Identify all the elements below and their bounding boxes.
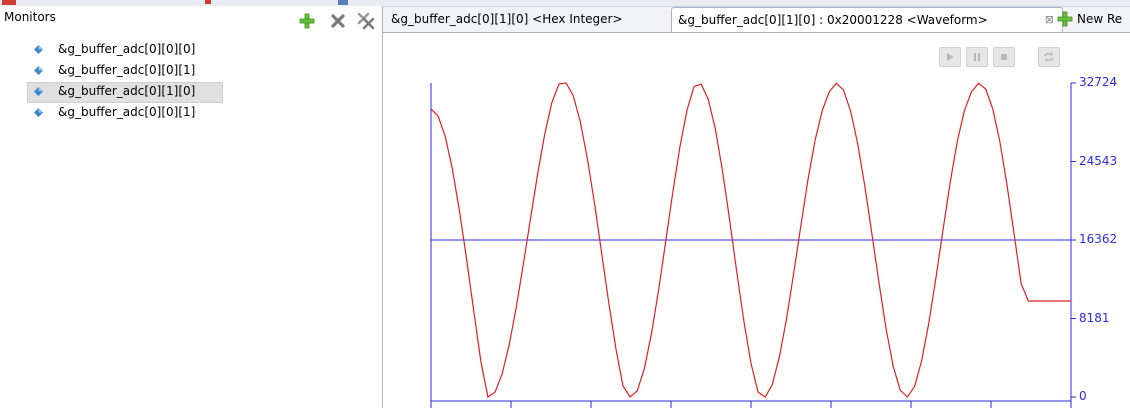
monitor-item[interactable]: &g_buffer_adc[0][0][0]: [0, 39, 382, 60]
y-tick-label: 24543: [1079, 153, 1118, 168]
monitor-diamond-icon: [34, 108, 43, 117]
add-icon: [299, 13, 315, 29]
stop-button[interactable]: [993, 47, 1015, 67]
y-tick-label: 32724: [1079, 75, 1118, 89]
tab-label: &g_buffer_adc[0][1][0] : 0x20001228 <Wav…: [678, 13, 988, 27]
stop-icon: [1001, 54, 1007, 60]
monitor-diamond-icon: [34, 66, 43, 75]
tab-label: &g_buffer_adc[0][1][0] <Hex Integer>: [391, 12, 623, 26]
close-tab-icon[interactable]: ⊠: [1044, 13, 1054, 26]
monitor-diamond-icon: [34, 87, 43, 96]
remove-icon: [331, 14, 345, 28]
tab-label: New Re: [1077, 12, 1123, 26]
monitor-item-label: &g_buffer_adc[0][1][0]: [58, 84, 196, 98]
add-icon: [1057, 11, 1073, 27]
tab-hex-integer[interactable]: &g_buffer_adc[0][1][0] <Hex Integer>: [385, 7, 661, 31]
play-icon: [947, 53, 954, 61]
pause-button[interactable]: [966, 47, 988, 67]
waveform-chart: [430, 82, 1076, 408]
top-strip-red-mark: [2, 0, 16, 5]
editor-tab-bar: &g_buffer_adc[0][1][0] <Hex Integer> &g_…: [383, 7, 1130, 33]
tab-waveform[interactable]: &g_buffer_adc[0][1][0] : 0x20001228 <Wav…: [671, 7, 1063, 32]
monitor-item-label: &g_buffer_adc[0][0][1]: [58, 105, 196, 119]
monitor-item-label: &g_buffer_adc[0][0][0]: [58, 42, 196, 56]
waveform-view: 32724 24543 16362 8181 0: [383, 33, 1130, 408]
y-tick-label: 16362: [1079, 232, 1118, 246]
remove-all-monitors-button[interactable]: [357, 12, 375, 30]
monitor-item-selected[interactable]: &g_buffer_adc[0][1][0]: [0, 81, 382, 103]
monitor-item-label: &g_buffer_adc[0][0][1]: [58, 63, 196, 77]
pause-icon: [974, 53, 980, 61]
monitor-item[interactable]: &g_buffer_adc[0][0][1]: [0, 60, 382, 81]
y-tick-label: 8181: [1079, 310, 1110, 325]
top-strip-blue-mark: [338, 0, 348, 5]
monitors-tree: &g_buffer_adc[0][0][0] &g_buffer_adc[0][…: [0, 39, 382, 123]
remove-monitor-button[interactable]: [329, 12, 347, 30]
play-button[interactable]: [939, 47, 961, 67]
monitors-panel: Monitors &g_buffer_adc[0][0][0] &g_b: [0, 6, 383, 408]
monitor-item[interactable]: &g_buffer_adc[0][0][1]: [0, 102, 382, 123]
tab-new-renderer[interactable]: New Re: [1051, 7, 1130, 31]
monitors-panel-header: Monitors: [0, 6, 382, 34]
monitor-diamond-icon: [34, 45, 43, 54]
waveform-series-line: [430, 82, 1071, 399]
top-strip-red-mark-2: [205, 0, 211, 4]
monitors-panel-title: Monitors: [4, 10, 56, 24]
selection-highlight: [27, 82, 223, 103]
loop-icon: [1044, 52, 1054, 62]
remove-all-icon: [357, 12, 375, 30]
window-top-strip: [0, 0, 1130, 7]
y-tick-label: 0: [1079, 389, 1087, 403]
add-monitor-button[interactable]: [298, 12, 316, 30]
loop-button[interactable]: [1038, 47, 1060, 67]
